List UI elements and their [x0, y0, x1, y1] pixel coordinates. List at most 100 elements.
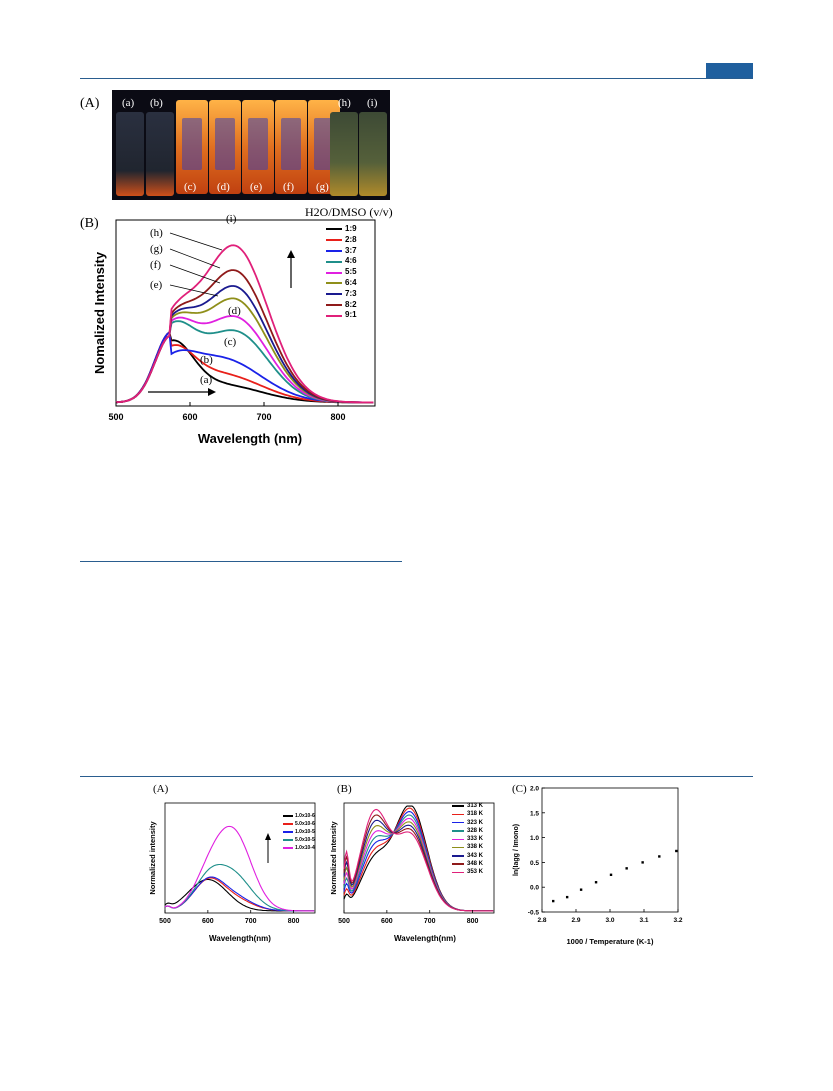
legend-label: 333 K [467, 836, 484, 843]
fig2c-xlabel: 1000 / Temperature (K-1) [567, 937, 654, 946]
legend-swatch [326, 271, 342, 274]
legend-label: 6:4 [345, 277, 357, 287]
fig2c-ytick: 1.5 [530, 810, 539, 817]
vial-photo: (a) (b) (h) (i) (c) (d) (e) (f) (g) [112, 90, 390, 200]
legend-label: 338 K [467, 844, 484, 851]
fig1-panel-a-label: (A) [80, 96, 100, 111]
fig2c-point [641, 861, 644, 864]
intensity-arrow-head [287, 250, 295, 258]
legend-swatch [452, 838, 464, 841]
fig2-panel-a-label: (A) [153, 783, 169, 795]
fig2c-point [565, 895, 569, 899]
fig1-legend-title: H2O/DMSO (v/v) [305, 205, 393, 220]
legend-label: 5.0x10-5 [295, 837, 315, 843]
curve-label-d: (d) [228, 305, 241, 317]
legend-swatch [283, 831, 293, 833]
fig2c-ytick: -0.5 [528, 910, 540, 917]
fig2b-legend-entry: 353 K [452, 868, 483, 876]
legend-label: 323 K [467, 819, 484, 826]
fig1-ylabel: Nomalized Intensity [92, 251, 107, 374]
legend-swatch [326, 228, 342, 231]
red-shift-arrow-head [208, 388, 216, 396]
legend-swatch [452, 805, 464, 807]
fig1-legend-entry: 1:9 [326, 224, 357, 235]
fig1-series-9-1 [115, 244, 374, 404]
fig1-legend-entry: 6:4 [326, 278, 357, 289]
fig2a-xlabel: Wavelength(nm) [209, 934, 271, 943]
fig2a-xtick: 800 [288, 918, 300, 925]
fig2a-xtick: 700 [245, 918, 257, 925]
fig1-legend: 1:9 2:8 3:7 4:6 5:5 6:4 7:3 8:2 9:1 [326, 224, 357, 321]
fig2a-ylabel: Normalized intensity [148, 821, 157, 895]
legend-swatch [452, 813, 464, 816]
legend-label: 1:9 [345, 224, 357, 233]
legend-label: 5.0x10-6 [295, 821, 315, 827]
legend-label: 2:8 [345, 234, 357, 244]
fig2a-xtick: 500 [159, 918, 171, 925]
fig2c-xtick: 3.2 [673, 917, 682, 924]
vial-label-a: (a) [122, 97, 135, 109]
vial-label-i: (i) [367, 97, 378, 109]
legend-swatch [283, 823, 293, 825]
fig1-legend-entry: 2:8 [326, 235, 357, 246]
fig2a-series [164, 863, 315, 912]
legend-label: 8:2 [345, 299, 357, 309]
fig2b-xtick: 500 [338, 918, 350, 925]
fig2b-legend-entry: 323 K [452, 819, 483, 827]
legend-label: 9:1 [345, 310, 357, 320]
page-tab [706, 63, 753, 78]
fig2a-legend-entry: 5.0x10-5 [283, 836, 315, 844]
fig2a-series [164, 876, 315, 912]
legend-swatch [326, 303, 342, 306]
fig2-panel-b-label: (B) [337, 783, 352, 795]
fig2a-legend: 1.0x10-6 5.0x10-6 1.0x10-5 5.0x10-5 1.0x10-4 [283, 812, 315, 852]
section-rule-1 [80, 561, 402, 562]
legend-swatch [452, 855, 464, 857]
vial-label-f: (f) [283, 181, 294, 193]
legend-swatch [326, 239, 342, 242]
fig2b-xlabel: Wavelength(nm) [394, 934, 456, 943]
fig1-xtick-500: 500 [108, 412, 123, 422]
vial-label-g: (g) [316, 181, 329, 193]
legend-label: 318 K [467, 811, 484, 818]
fig1-xtick-800: 800 [330, 412, 345, 422]
fig1-legend-entry: 4:6 [326, 256, 357, 267]
fig2a-xtick: 600 [202, 918, 214, 925]
vial-label-e: (e) [250, 181, 263, 193]
fig2b-xtick: 700 [424, 918, 436, 925]
fig2b-legend-entry: 338 K [452, 843, 483, 851]
fig1-legend-entry: 5:5 [326, 267, 357, 278]
legend-label: 5:5 [345, 267, 357, 277]
legend-swatch [452, 830, 464, 832]
curve-label-a: (a) [200, 374, 213, 386]
fig2a-legend-entry: 1.0x10-5 [283, 828, 315, 836]
fig2b-legend: 313 K 318 K 323 K 328 K 333 K 338 K 343 K 348 K… [452, 802, 483, 877]
fig2c-point [658, 855, 661, 858]
fig2c-point [675, 849, 678, 853]
fig2-temperature-chart: 500 600 700 800 Wavelength(nm) Normalized I… [330, 802, 495, 943]
vial-label-b: (b) [150, 97, 163, 109]
vial-label-c: (c) [184, 181, 197, 193]
fig2b-ylabel: Normalized Intensity [330, 821, 338, 895]
fig2a-legend-entry: 1.0x10-4 [283, 844, 315, 852]
legend-label: 4:6 [345, 256, 357, 266]
fig1-xtick-600: 600 [182, 412, 197, 422]
legend-label: 7:3 [345, 288, 357, 298]
legend-swatch [326, 293, 342, 296]
legend-label: 343 K [467, 852, 484, 859]
fig2c-ytick: 0.0 [530, 885, 539, 892]
legend-label: 1.0x10-6 [295, 813, 315, 819]
curve-label-b: (b) [200, 354, 213, 366]
legend-swatch [452, 871, 464, 874]
fig2c-point [594, 881, 598, 884]
legend-swatch [326, 249, 342, 252]
curve-label-c: (c) [224, 336, 237, 348]
vial-label-h: (h) [338, 97, 351, 109]
curve-label-h: (h) [150, 227, 163, 239]
fig2-panel-c-label: (C) [512, 783, 527, 795]
fig1-legend-entry: 7:3 [326, 289, 357, 300]
fig2c-ytick: 1.0 [530, 835, 539, 842]
curve-label-f: (f) [150, 259, 161, 271]
fig2-arrhenius-chart: 2.8 2.9 3.0 3.1 3.2 -0.5 0.0 0.5 1.0 1.5 2.0 1000 … [513, 786, 683, 947]
section-rule-2 [80, 776, 753, 777]
